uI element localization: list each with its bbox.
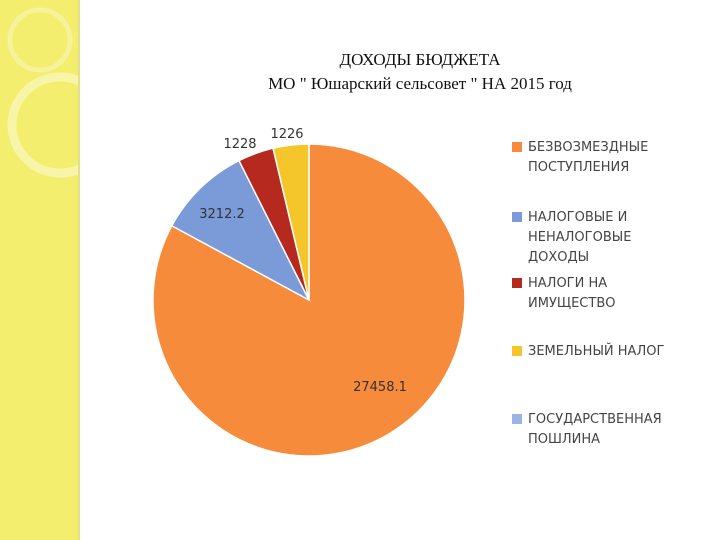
decorative-sidebar <box>0 0 78 540</box>
legend-swatch <box>512 142 522 152</box>
sidebar-divider <box>78 0 80 540</box>
slice-data-label: 1228 <box>223 137 256 152</box>
legend-label: ГОСУДАРСТВЕННАЯ ПОШЛИНА <box>528 412 662 447</box>
legend-item: БЕЗВОЗМЕЗДНЫЕ ПОСТУПЛЕНИЯ <box>512 138 712 178</box>
legend-item: ГОСУДАРСТВЕННАЯ ПОШЛИНА <box>512 410 712 450</box>
legend-label: НАЛОГИ НА ИМУЩЕСТВО <box>528 276 616 311</box>
chart-title-line-1: ДОХОДЫ БЮДЖЕТА <box>339 50 501 69</box>
legend-swatch <box>512 346 522 356</box>
slice-data-label: 27458.1 <box>353 380 407 395</box>
legend-item: НАЛОГИ НА ИМУЩЕСТВО <box>512 274 712 314</box>
pie-slice <box>272 143 310 301</box>
legend-label: БЕЗВОЗМЕЗДНЫЕ ПОСТУПЛЕНИЯ <box>528 140 649 175</box>
pie-slice <box>170 159 311 302</box>
legend-swatch <box>512 212 522 222</box>
slice-data-label: 3212.2 <box>199 207 245 222</box>
legend-label: НАЛОГОВЫЕ И НЕНАЛОГОВЫЕ ДОХОДЫ <box>528 210 632 265</box>
chart-title-line-2: МО " Юшарский сельсовет " НА 2015 год <box>268 74 572 93</box>
legend-label: ЗЕМЕЛЬНЫЙ НАЛОГ <box>528 344 665 359</box>
legend-swatch <box>512 414 522 424</box>
legend-swatch <box>512 278 522 288</box>
legend-item: ЗЕМЕЛЬНЫЙ НАЛОГ <box>512 342 712 362</box>
decorative-circles <box>7 7 78 178</box>
slice-data-label: 1226 <box>270 127 303 142</box>
legend-item: НАЛОГОВЫЕ И НЕНАЛОГОВЫЕ ДОХОДЫ <box>512 208 712 268</box>
